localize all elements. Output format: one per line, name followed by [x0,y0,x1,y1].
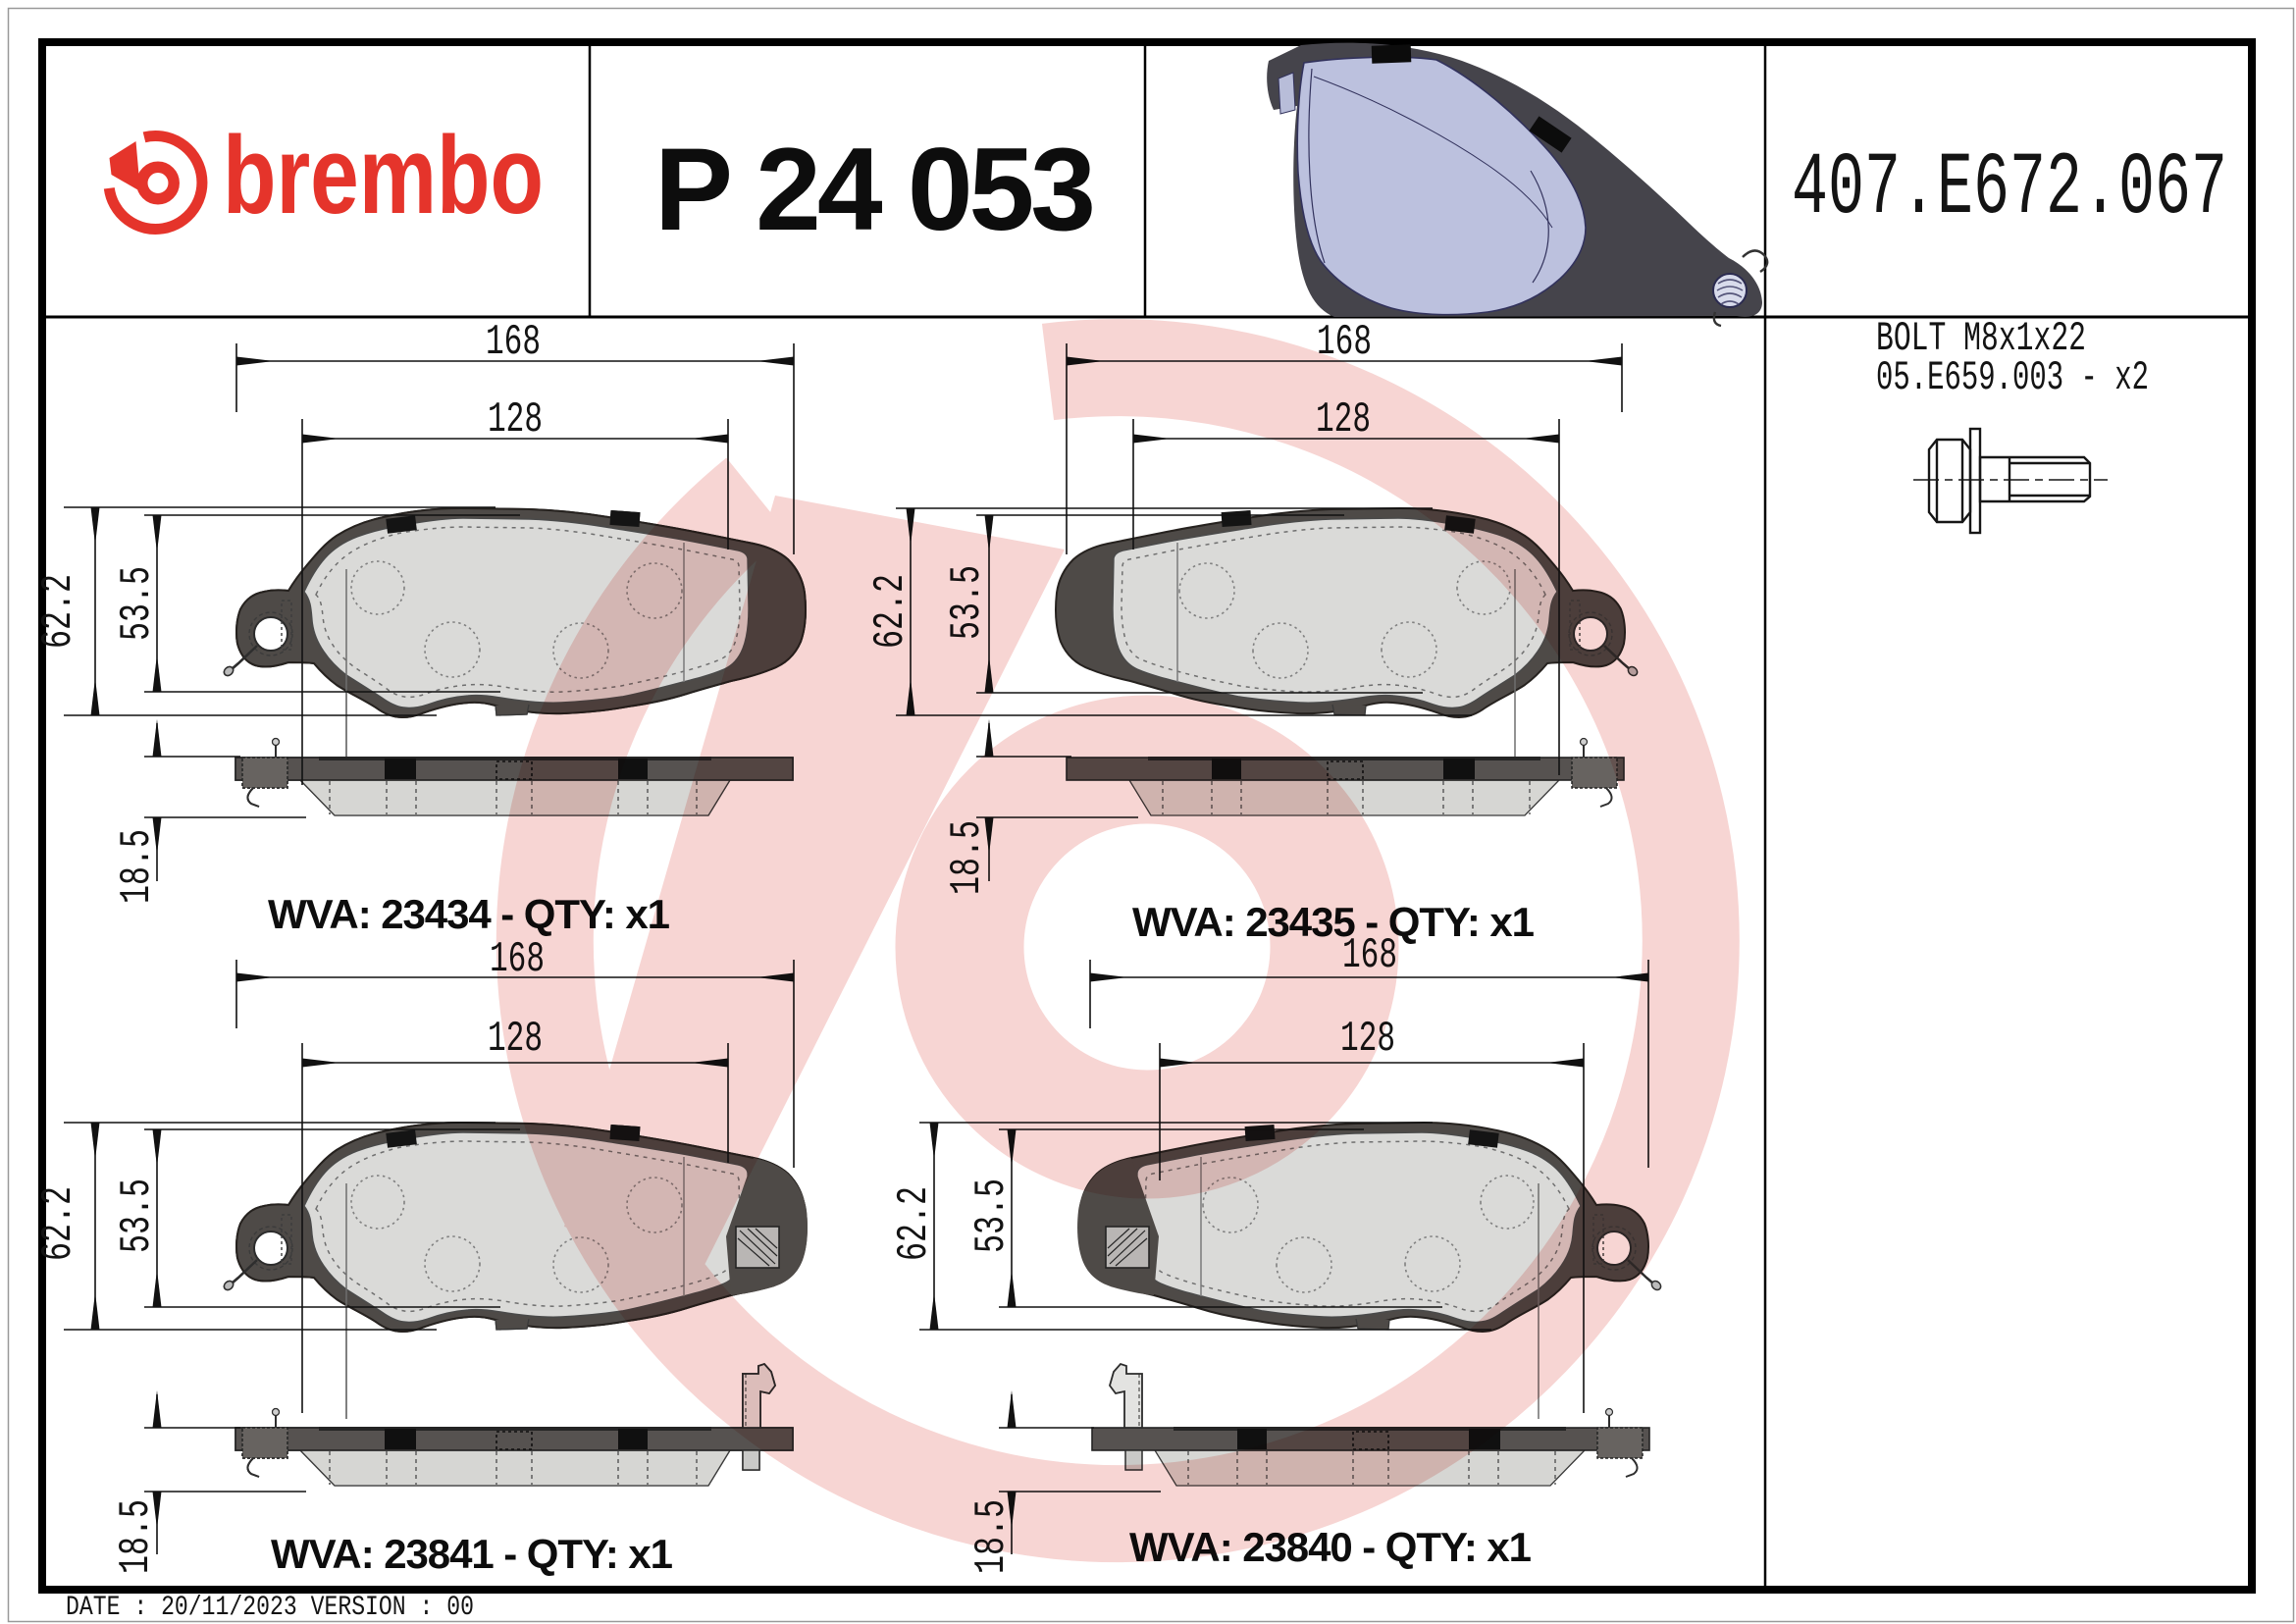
svg-text:168: 168 [486,318,541,367]
svg-text:407.E672.067: 407.E672.067 [1792,139,2227,239]
svg-text:brembo: brembo [223,114,544,236]
svg-text:62.2: 62.2 [34,574,83,649]
svg-text:62.2: 62.2 [34,1186,83,1261]
svg-text:WVA: 23841 - QTY: x1: WVA: 23841 - QTY: x1 [271,1531,673,1577]
svg-text:18.5: 18.5 [113,829,162,904]
svg-text:DATE : 20/11/2023 VERSION : 00: DATE : 20/11/2023 VERSION : 00 [66,1593,474,1623]
svg-text:53.5: 53.5 [113,1179,162,1253]
svg-text:128: 128 [488,395,543,445]
svg-text:05.E659.003 - x2: 05.E659.003 - x2 [1876,354,2149,401]
svg-text:BOLT M8x1x22: BOLT M8x1x22 [1876,315,2086,362]
svg-text:18.5: 18.5 [112,1499,161,1574]
svg-text:53.5: 53.5 [113,566,162,641]
svg-text:53.5: 53.5 [967,1179,1017,1253]
svg-text:62.2: 62.2 [890,1186,939,1261]
svg-text:WVA: 23434 - QTY: x1: WVA: 23434 - QTY: x1 [268,891,670,937]
svg-text:P 24 053: P 24 053 [654,124,1096,255]
